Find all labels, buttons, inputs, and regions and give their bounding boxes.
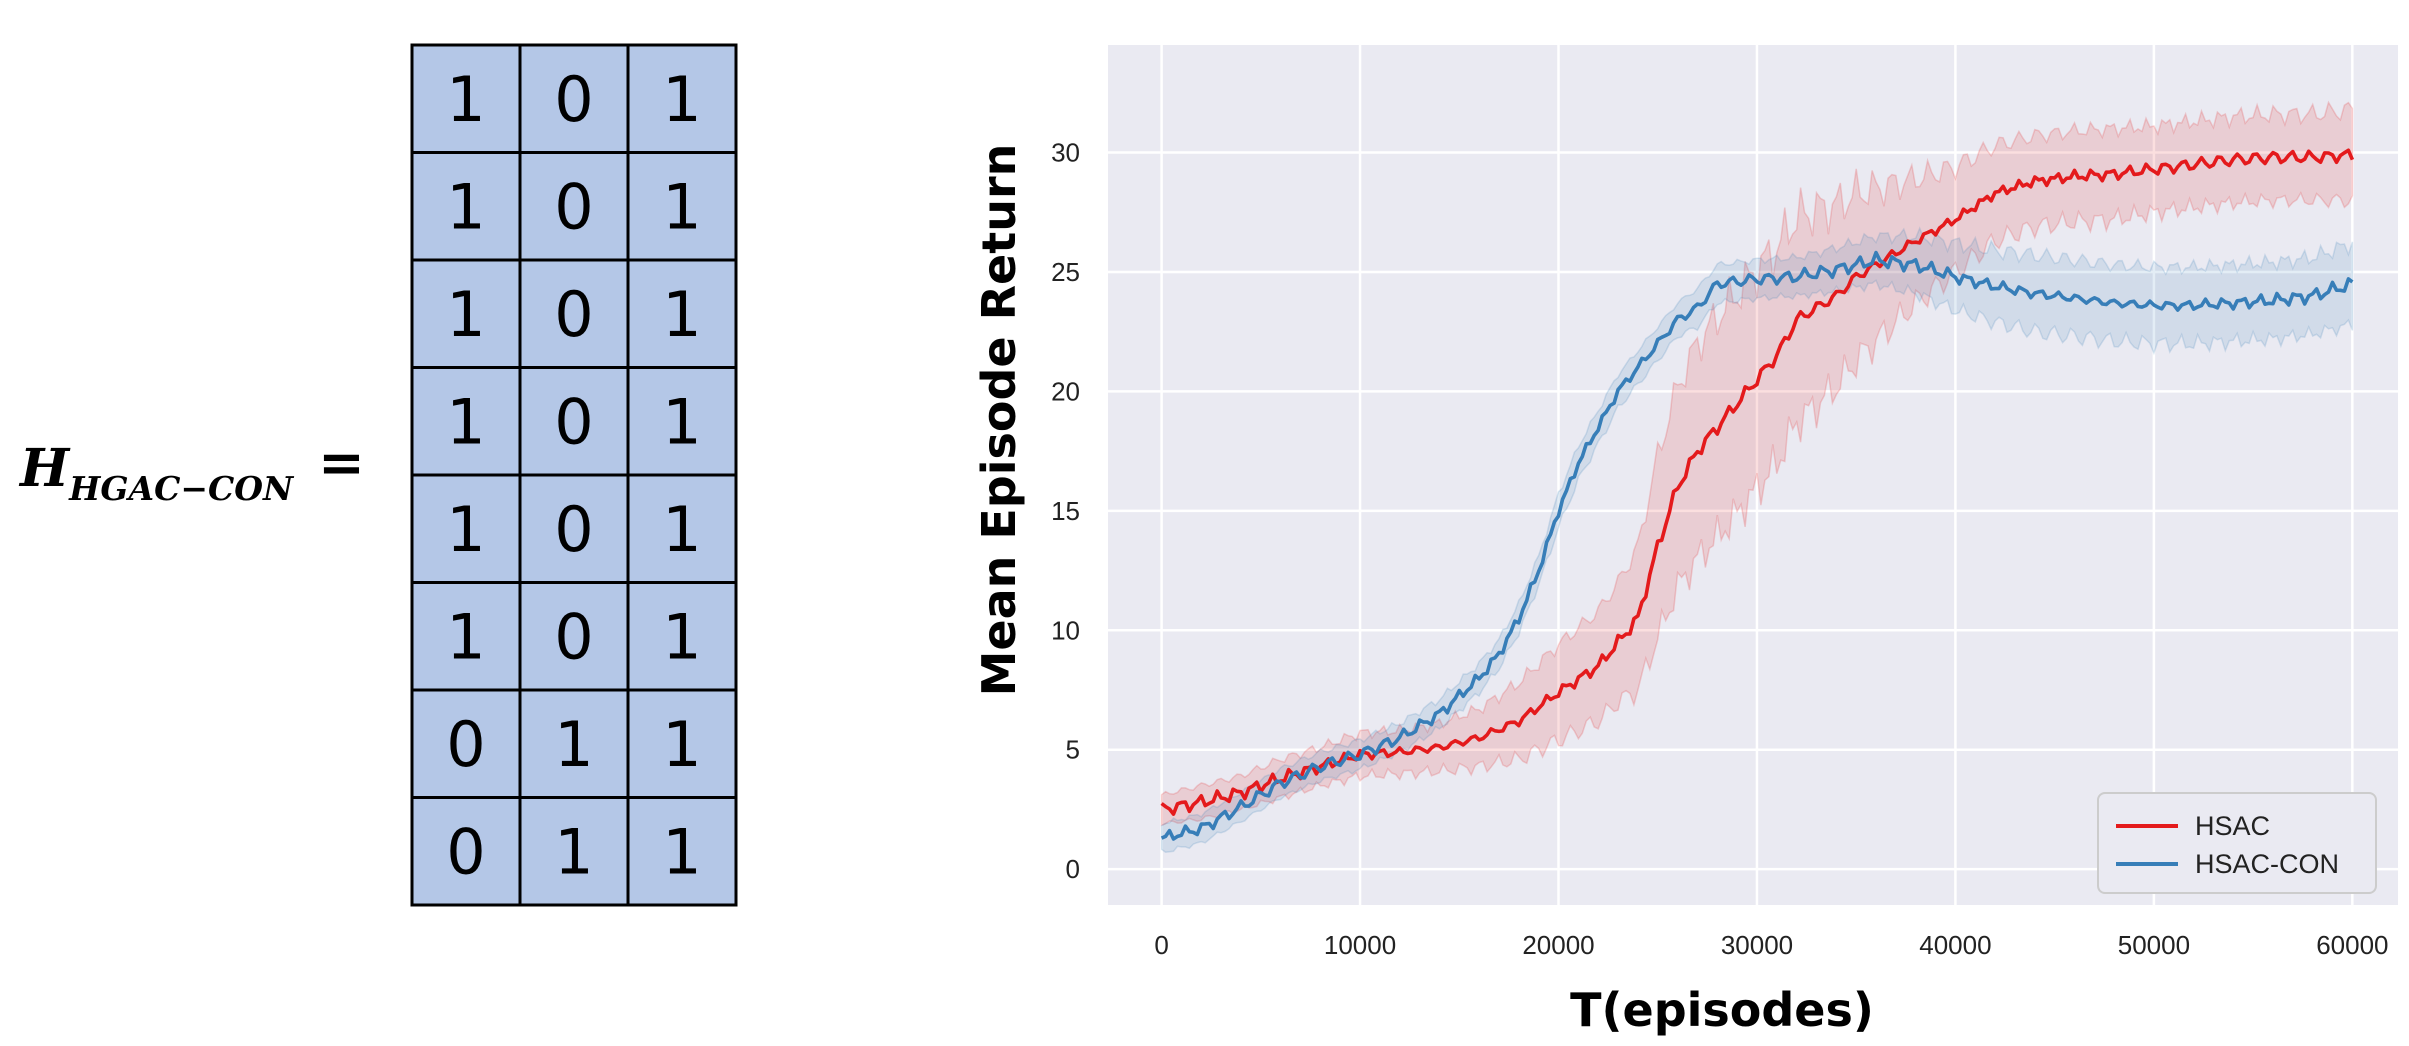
y-axis-ticks: 0 5 10 15 20 25 30 <box>1051 138 1080 885</box>
matrix-cell-value: 1 <box>662 600 701 673</box>
matrix-cell-value: 1 <box>662 385 701 458</box>
x-tick-label: 0 <box>1154 930 1168 960</box>
matrix-cell-value: 1 <box>662 278 701 351</box>
matrix-cell <box>626 688 738 799</box>
x-tick-label: 50000 <box>2118 930 2190 960</box>
matrix-cell-value: 0 <box>554 493 593 566</box>
legend-entry: HSAC <box>2195 811 2270 841</box>
y-tick-label: 25 <box>1051 257 1080 287</box>
series-lines <box>1160 148 2355 841</box>
y-tick-label: 20 <box>1051 376 1080 406</box>
line-chart: 0 10000 20000 30000 40000 50000 60000 0 5 10 15 20… <box>972 45 2398 1037</box>
x-tick-label: 10000 <box>1324 930 1396 960</box>
matrix-cell <box>626 366 738 477</box>
matrix-cell-value: 0 <box>446 708 485 781</box>
y-tick-label: 0 <box>1066 854 1080 884</box>
x-axis-label: T(episodes) <box>1570 983 1874 1037</box>
matrix-cell-value: 1 <box>446 385 485 458</box>
matrix-cell-value: 1 <box>554 815 593 888</box>
matrix-table: 1 0 11 0 11 0 11 0 11 0 11 0 10 1 10 1 1 <box>410 43 738 907</box>
matrix-cell-value: 0 <box>554 63 593 136</box>
equation-lhs-symbol: H <box>18 438 71 499</box>
matrix-cell-value: 1 <box>662 815 701 888</box>
legend-box <box>2097 792 2377 894</box>
matrix-cell <box>626 581 738 692</box>
matrix-cell-value: 1 <box>662 63 701 136</box>
matrix-cell-value: 1 <box>662 493 701 566</box>
matrix-cell-value: 1 <box>662 708 701 781</box>
x-tick-label: 30000 <box>1721 930 1793 960</box>
matrix-cell-value: 0 <box>554 385 593 458</box>
matrix-cell <box>518 473 630 584</box>
confidence-band-hsac <box>1160 100 2354 827</box>
matrix-cell <box>410 366 522 477</box>
confidence-bands <box>1160 100 2354 853</box>
confidence-band-hsac-con <box>1160 226 2354 853</box>
equation-lhs: HHGAC−CON <box>18 438 295 508</box>
series-line-hsac-con <box>1160 250 2354 841</box>
matrix-cell <box>626 151 738 262</box>
x-tick-label: 60000 <box>2316 930 2388 960</box>
plot-background <box>1108 45 2398 905</box>
matrix-cell <box>410 43 522 154</box>
x-axis-ticks: 0 10000 20000 30000 40000 50000 60000 <box>1154 930 2388 960</box>
matrix-cell <box>410 688 522 799</box>
matrix-cell-value: 1 <box>446 493 485 566</box>
matrix-cell <box>518 688 630 799</box>
y-tick-label: 5 <box>1066 735 1080 765</box>
matrix-cell-value: 0 <box>554 600 593 673</box>
x-tick-label: 20000 <box>1522 930 1594 960</box>
matrix-cell <box>626 796 738 907</box>
equation-lhs-subscript: HGAC−CON <box>68 469 295 508</box>
y-tick-label: 15 <box>1051 496 1080 526</box>
matrix-cell-value: 1 <box>446 600 485 673</box>
y-tick-label: 30 <box>1051 138 1080 168</box>
legend-entry: HSAC-CON <box>2195 849 2339 879</box>
y-axis-label: Mean Episode Return <box>972 144 1026 697</box>
matrix-equation: HHGAC−CON = <box>18 430 365 508</box>
grid-lines <box>1108 45 2398 905</box>
matrix-cell <box>410 796 522 907</box>
matrix-cell-value: 1 <box>446 63 485 136</box>
matrix-cell-value: 1 <box>446 170 485 243</box>
y-tick-label: 10 <box>1051 615 1080 645</box>
legend: HSAC HSAC-CON <box>2097 792 2377 894</box>
matrix-cell-value: 1 <box>662 170 701 243</box>
matrix-cell <box>410 581 522 692</box>
matrix-cell <box>518 43 630 154</box>
equation-equals-sign: = <box>318 430 365 496</box>
matrix-cell-value: 0 <box>554 170 593 243</box>
x-tick-label: 40000 <box>1919 930 1991 960</box>
series-line-hsac <box>1160 148 2355 816</box>
matrix-cell-value: 0 <box>554 278 593 351</box>
matrix-cell <box>518 581 630 692</box>
matrix-cell-value: 1 <box>554 708 593 781</box>
matrix-cell <box>518 796 630 907</box>
matrix-cell-value: 1 <box>446 278 485 351</box>
matrix-cell <box>518 258 630 369</box>
matrix-cell-value: 0 <box>446 815 485 888</box>
